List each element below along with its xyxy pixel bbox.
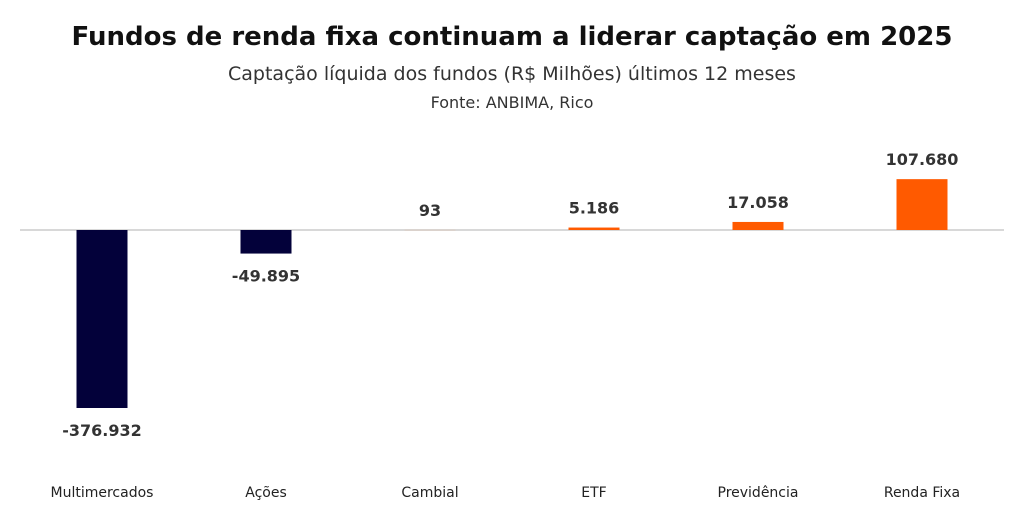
bar-previdencia <box>732 221 784 230</box>
value-label-etf: 5.186 <box>569 199 620 218</box>
category-labels-group: Multimercados Ações Cambial ETF Previdência R… <box>51 485 961 501</box>
category-label-acoes: Ações <box>245 485 287 501</box>
value-label-previdencia: 17.058 <box>727 193 789 212</box>
chart-source: Fonte: ANBIMA, Rico <box>431 93 594 112</box>
bar-multimercados <box>76 230 128 408</box>
value-labels-group: -376.932 -49.895 93 5.186 17.058 107.680 <box>62 150 958 440</box>
chart-subtitle: Captação líquida dos fundos (R$ Milhões)… <box>228 63 796 85</box>
value-label-multimercados: -376.932 <box>62 421 142 440</box>
bar-acoes <box>240 230 292 254</box>
bars-group <box>76 179 948 408</box>
chart-title: Fundos de renda fixa continuam a liderar… <box>72 22 953 52</box>
category-label-multimercados: Multimercados <box>51 485 154 501</box>
bar-renda-fixa <box>896 179 948 230</box>
value-label-cambial: 93 <box>419 201 441 220</box>
category-label-cambial: Cambial <box>401 485 458 501</box>
category-label-previdencia: Previdência <box>718 485 799 501</box>
category-label-etf: ETF <box>581 485 606 501</box>
value-label-acoes: -49.895 <box>232 267 300 286</box>
bar-etf <box>568 227 620 230</box>
category-label-renda-fixa: Renda Fixa <box>884 485 960 501</box>
value-label-renda-fixa: 107.680 <box>886 150 959 169</box>
